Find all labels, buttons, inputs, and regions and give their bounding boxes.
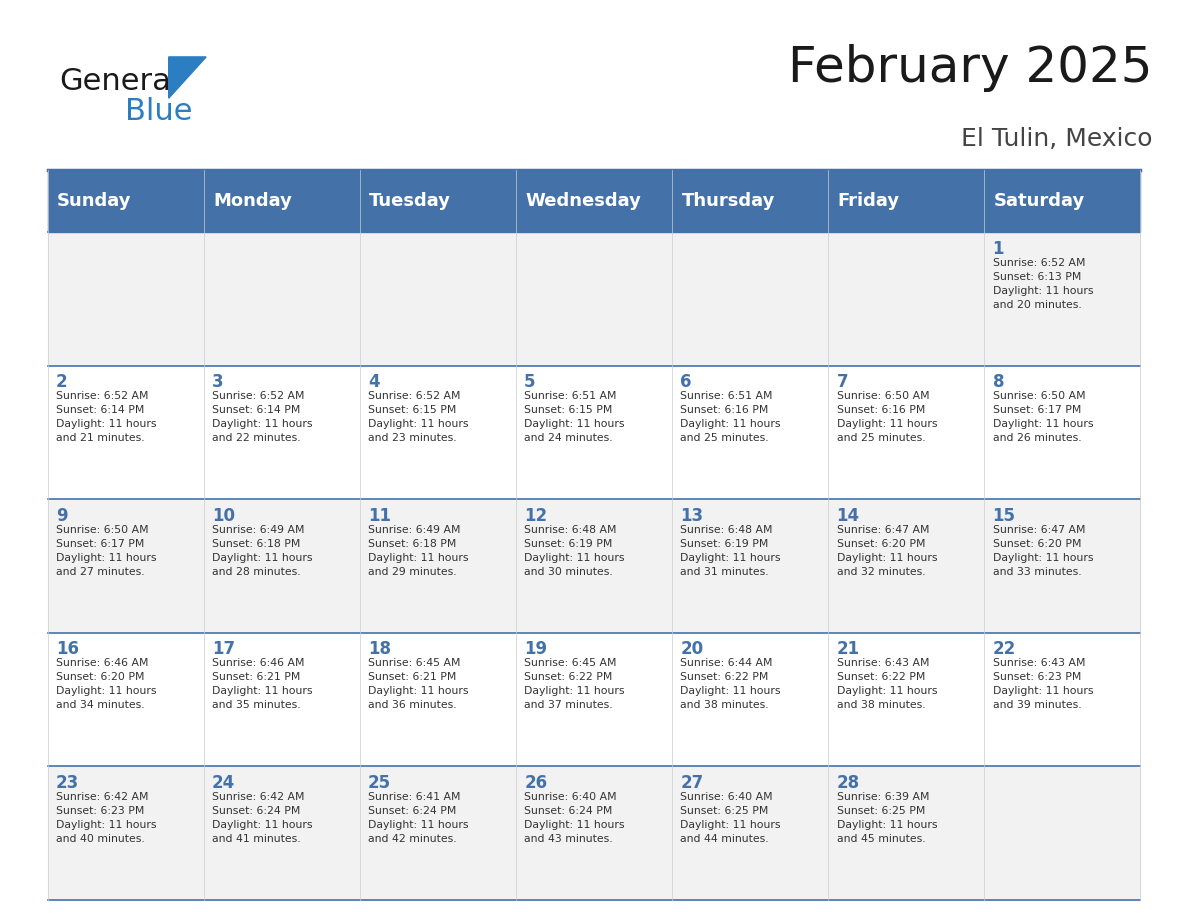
Text: 26: 26 <box>524 774 548 791</box>
Text: 25: 25 <box>368 774 391 791</box>
Text: 4: 4 <box>368 373 380 391</box>
Text: Sunrise: 6:45 AM
Sunset: 6:21 PM
Daylight: 11 hours
and 36 minutes.: Sunrise: 6:45 AM Sunset: 6:21 PM Dayligh… <box>368 658 468 711</box>
Text: Sunrise: 6:52 AM
Sunset: 6:15 PM
Daylight: 11 hours
and 23 minutes.: Sunrise: 6:52 AM Sunset: 6:15 PM Dayligh… <box>368 391 468 443</box>
Text: Sunrise: 6:50 AM
Sunset: 6:16 PM
Daylight: 11 hours
and 25 minutes.: Sunrise: 6:50 AM Sunset: 6:16 PM Dayligh… <box>836 391 937 443</box>
Text: 10: 10 <box>211 507 235 524</box>
Text: 8: 8 <box>993 373 1004 391</box>
Bar <box>48 499 1140 633</box>
Text: Tuesday: Tuesday <box>369 192 451 210</box>
Bar <box>48 232 1140 365</box>
Text: Sunrise: 6:42 AM
Sunset: 6:24 PM
Daylight: 11 hours
and 41 minutes.: Sunrise: 6:42 AM Sunset: 6:24 PM Dayligh… <box>211 792 312 844</box>
Bar <box>48 767 1140 900</box>
Text: Sunrise: 6:50 AM
Sunset: 6:17 PM
Daylight: 11 hours
and 26 minutes.: Sunrise: 6:50 AM Sunset: 6:17 PM Dayligh… <box>993 391 1093 443</box>
Text: 28: 28 <box>836 774 860 791</box>
Text: 11: 11 <box>368 507 391 524</box>
Text: Sunrise: 6:47 AM
Sunset: 6:20 PM
Daylight: 11 hours
and 33 minutes.: Sunrise: 6:47 AM Sunset: 6:20 PM Dayligh… <box>993 525 1093 577</box>
Text: 3: 3 <box>211 373 223 391</box>
Text: 14: 14 <box>836 507 860 524</box>
Text: 12: 12 <box>524 507 548 524</box>
Text: 23: 23 <box>56 774 80 791</box>
Text: Sunrise: 6:48 AM
Sunset: 6:19 PM
Daylight: 11 hours
and 30 minutes.: Sunrise: 6:48 AM Sunset: 6:19 PM Dayligh… <box>524 525 625 577</box>
Text: 16: 16 <box>56 640 78 658</box>
Text: 20: 20 <box>681 640 703 658</box>
Text: Sunrise: 6:46 AM
Sunset: 6:21 PM
Daylight: 11 hours
and 35 minutes.: Sunrise: 6:46 AM Sunset: 6:21 PM Dayligh… <box>211 658 312 711</box>
Text: Sunrise: 6:43 AM
Sunset: 6:22 PM
Daylight: 11 hours
and 38 minutes.: Sunrise: 6:43 AM Sunset: 6:22 PM Dayligh… <box>836 658 937 711</box>
Text: 9: 9 <box>56 507 68 524</box>
Text: Blue: Blue <box>125 96 192 126</box>
Text: 13: 13 <box>681 507 703 524</box>
Polygon shape <box>169 57 207 98</box>
Text: Sunrise: 6:46 AM
Sunset: 6:20 PM
Daylight: 11 hours
and 34 minutes.: Sunrise: 6:46 AM Sunset: 6:20 PM Dayligh… <box>56 658 157 711</box>
Bar <box>48 365 1140 499</box>
Text: General: General <box>59 67 179 96</box>
Text: Monday: Monday <box>213 192 292 210</box>
Text: 6: 6 <box>681 373 691 391</box>
Text: Sunrise: 6:49 AM
Sunset: 6:18 PM
Daylight: 11 hours
and 28 minutes.: Sunrise: 6:49 AM Sunset: 6:18 PM Dayligh… <box>211 525 312 577</box>
Text: 15: 15 <box>993 507 1016 524</box>
Text: Saturday: Saturday <box>994 192 1085 210</box>
Text: Sunrise: 6:52 AM
Sunset: 6:13 PM
Daylight: 11 hours
and 20 minutes.: Sunrise: 6:52 AM Sunset: 6:13 PM Dayligh… <box>993 258 1093 310</box>
Text: Sunrise: 6:52 AM
Sunset: 6:14 PM
Daylight: 11 hours
and 22 minutes.: Sunrise: 6:52 AM Sunset: 6:14 PM Dayligh… <box>211 391 312 443</box>
Bar <box>48 170 1140 232</box>
Text: 1: 1 <box>993 240 1004 258</box>
Text: Sunrise: 6:40 AM
Sunset: 6:24 PM
Daylight: 11 hours
and 43 minutes.: Sunrise: 6:40 AM Sunset: 6:24 PM Dayligh… <box>524 792 625 844</box>
Text: Thursday: Thursday <box>682 192 775 210</box>
Text: February 2025: February 2025 <box>788 44 1152 92</box>
Text: Wednesday: Wednesday <box>525 192 642 210</box>
Text: Sunrise: 6:41 AM
Sunset: 6:24 PM
Daylight: 11 hours
and 42 minutes.: Sunrise: 6:41 AM Sunset: 6:24 PM Dayligh… <box>368 792 468 844</box>
Text: 2: 2 <box>56 373 68 391</box>
Text: 27: 27 <box>681 774 703 791</box>
Text: Sunrise: 6:50 AM
Sunset: 6:17 PM
Daylight: 11 hours
and 27 minutes.: Sunrise: 6:50 AM Sunset: 6:17 PM Dayligh… <box>56 525 157 577</box>
Text: Sunrise: 6:51 AM
Sunset: 6:16 PM
Daylight: 11 hours
and 25 minutes.: Sunrise: 6:51 AM Sunset: 6:16 PM Dayligh… <box>681 391 781 443</box>
Text: Sunrise: 6:42 AM
Sunset: 6:23 PM
Daylight: 11 hours
and 40 minutes.: Sunrise: 6:42 AM Sunset: 6:23 PM Dayligh… <box>56 792 157 844</box>
Text: Friday: Friday <box>838 192 899 210</box>
Text: 18: 18 <box>368 640 391 658</box>
Text: 17: 17 <box>211 640 235 658</box>
Text: Sunrise: 6:47 AM
Sunset: 6:20 PM
Daylight: 11 hours
and 32 minutes.: Sunrise: 6:47 AM Sunset: 6:20 PM Dayligh… <box>836 525 937 577</box>
Text: El Tulin, Mexico: El Tulin, Mexico <box>961 128 1152 151</box>
Text: Sunrise: 6:39 AM
Sunset: 6:25 PM
Daylight: 11 hours
and 45 minutes.: Sunrise: 6:39 AM Sunset: 6:25 PM Dayligh… <box>836 792 937 844</box>
Text: Sunrise: 6:51 AM
Sunset: 6:15 PM
Daylight: 11 hours
and 24 minutes.: Sunrise: 6:51 AM Sunset: 6:15 PM Dayligh… <box>524 391 625 443</box>
Text: Sunrise: 6:40 AM
Sunset: 6:25 PM
Daylight: 11 hours
and 44 minutes.: Sunrise: 6:40 AM Sunset: 6:25 PM Dayligh… <box>681 792 781 844</box>
Text: 7: 7 <box>836 373 848 391</box>
Bar <box>48 633 1140 767</box>
Text: Sunrise: 6:44 AM
Sunset: 6:22 PM
Daylight: 11 hours
and 38 minutes.: Sunrise: 6:44 AM Sunset: 6:22 PM Dayligh… <box>681 658 781 711</box>
Text: 21: 21 <box>836 640 860 658</box>
Text: Sunrise: 6:48 AM
Sunset: 6:19 PM
Daylight: 11 hours
and 31 minutes.: Sunrise: 6:48 AM Sunset: 6:19 PM Dayligh… <box>681 525 781 577</box>
Text: Sunrise: 6:45 AM
Sunset: 6:22 PM
Daylight: 11 hours
and 37 minutes.: Sunrise: 6:45 AM Sunset: 6:22 PM Dayligh… <box>524 658 625 711</box>
Text: 19: 19 <box>524 640 548 658</box>
Text: 5: 5 <box>524 373 536 391</box>
Text: Sunday: Sunday <box>57 192 132 210</box>
Text: Sunrise: 6:43 AM
Sunset: 6:23 PM
Daylight: 11 hours
and 39 minutes.: Sunrise: 6:43 AM Sunset: 6:23 PM Dayligh… <box>993 658 1093 711</box>
Text: Sunrise: 6:52 AM
Sunset: 6:14 PM
Daylight: 11 hours
and 21 minutes.: Sunrise: 6:52 AM Sunset: 6:14 PM Dayligh… <box>56 391 157 443</box>
Text: Sunrise: 6:49 AM
Sunset: 6:18 PM
Daylight: 11 hours
and 29 minutes.: Sunrise: 6:49 AM Sunset: 6:18 PM Dayligh… <box>368 525 468 577</box>
Text: 24: 24 <box>211 774 235 791</box>
Text: 22: 22 <box>993 640 1016 658</box>
